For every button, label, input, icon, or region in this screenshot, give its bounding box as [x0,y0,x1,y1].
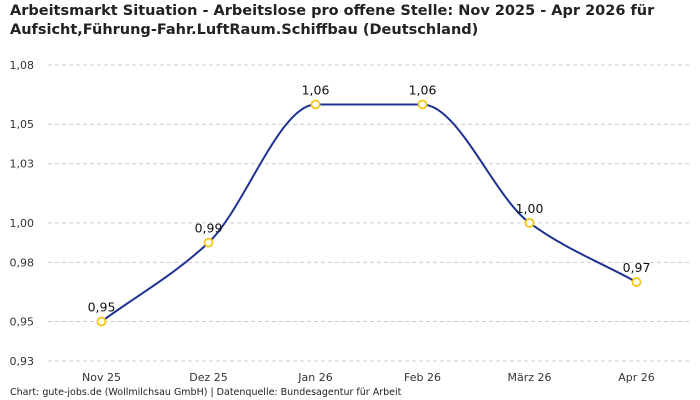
y-tick-label: 0,98 [10,256,35,269]
chart-source-footer: Chart: gute-jobs.de (Wollmilchsau GmbH) … [10,387,402,398]
x-tick-label: Dez 25 [189,371,228,384]
data-value-label: 1,06 [409,82,437,97]
marker-layer [96,99,642,327]
data-value-label: 0,99 [195,221,223,236]
x-tick-label: Feb 26 [404,371,441,384]
data-point-marker [96,316,107,327]
data-value-label: 0,95 [88,300,116,315]
y-tick-label: 0,95 [10,316,35,329]
chart-title-line-1: Arbeitsmarkt Situation - Arbeitslose pro… [10,3,655,19]
x-tick-label: März 26 [507,371,551,384]
data-point-marker [524,217,535,228]
chart-title: Arbeitsmarkt Situation - Arbeitslose pro… [10,2,690,40]
y-tick-label: 1,00 [10,217,35,230]
data-label-layer: 0,95 0,99 1,06 1,06 1,00 0,97 [88,82,651,314]
grid-layer [48,64,690,362]
data-value-label: 0,97 [623,260,651,275]
data-point-marker [310,99,321,110]
data-point-marker [417,99,428,110]
data-point-marker [631,277,642,287]
data-point-marker [203,237,214,248]
x-tick-label: Apr 26 [618,371,655,384]
x-tick-label: Jan 26 [297,371,332,384]
series-layer [100,103,637,323]
series-line [100,103,637,323]
y-axis-ticks: 0,93 0,95 0,98 1,00 1,03 1,05 1,08 [10,59,35,368]
x-tick-label: Nov 25 [82,371,121,384]
chart-title-line-2: Aufsicht,Führung-Fahr.LuftRaum.Schiffbau… [10,22,479,38]
y-tick-label: 0,93 [10,355,35,368]
y-tick-label: 1,08 [10,59,35,72]
y-tick-label: 1,03 [10,158,35,171]
x-axis-ticks: Nov 25 Dez 25 Jan 26 Feb 26 März 26 Apr 26 [82,371,655,384]
data-value-label: 1,06 [302,82,330,97]
data-value-label: 1,00 [516,201,544,216]
y-tick-label: 1,05 [10,118,35,131]
